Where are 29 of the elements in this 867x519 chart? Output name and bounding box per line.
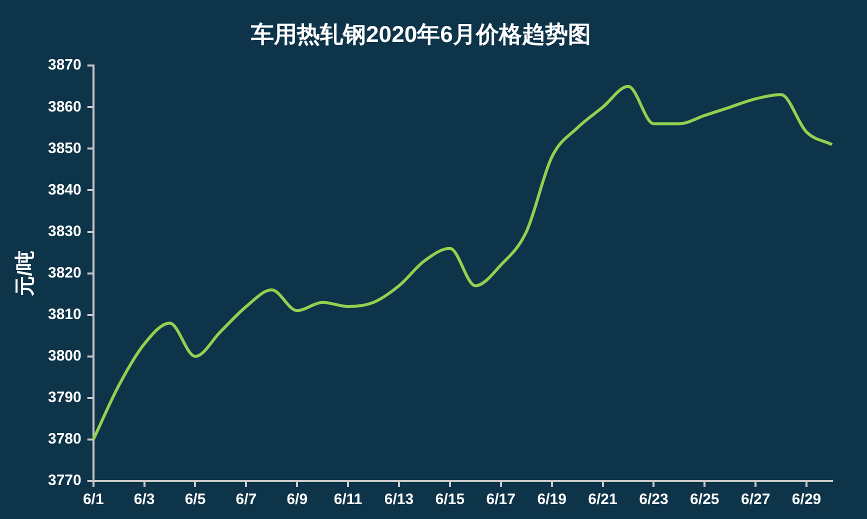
x-tick-label: 6/7 (236, 491, 257, 508)
x-tick-label: 6/5 (184, 491, 206, 508)
line-series (92, 84, 834, 441)
y-tick-label: 3840 (48, 181, 82, 198)
y-tick-label: 3800 (48, 348, 82, 365)
y-tick-label: 3790 (48, 389, 82, 406)
x-tick-label: 6/23 (639, 491, 668, 508)
x-tick-label: 6/13 (384, 491, 414, 508)
y-axis-title: 元/吨 (14, 250, 37, 298)
y-tick-label: 3870 (48, 56, 82, 74)
x-tick-label: 6/27 (740, 491, 770, 508)
y-tick-label: 3830 (48, 222, 82, 240)
x-tick-label: 6/25 (690, 491, 720, 508)
y-tick-label: 3780 (48, 430, 82, 448)
x-tick-label: 6/15 (435, 491, 465, 508)
x-tick-label: 6/17 (486, 491, 516, 508)
x-tick-label: 6/21 (588, 491, 618, 508)
y-tick-label: 3850 (48, 140, 82, 157)
x-tick-label: 6/29 (792, 491, 822, 508)
x-tick-label: 6/11 (334, 491, 362, 508)
x-tick-label: 6/3 (134, 491, 155, 508)
y-tick-label: 3860 (48, 98, 82, 116)
y-tick-label: 3820 (48, 264, 82, 282)
y-tick-label: 3810 (48, 306, 82, 323)
x-tick-label: 6/19 (537, 491, 566, 508)
chart-title: 车用热轧钢2020年6月价格趋势图 (250, 21, 591, 48)
x-tick-label: 6/1 (82, 491, 104, 508)
y-tick-label: 3770 (48, 472, 82, 490)
x-tick-label: 6/9 (286, 491, 308, 508)
